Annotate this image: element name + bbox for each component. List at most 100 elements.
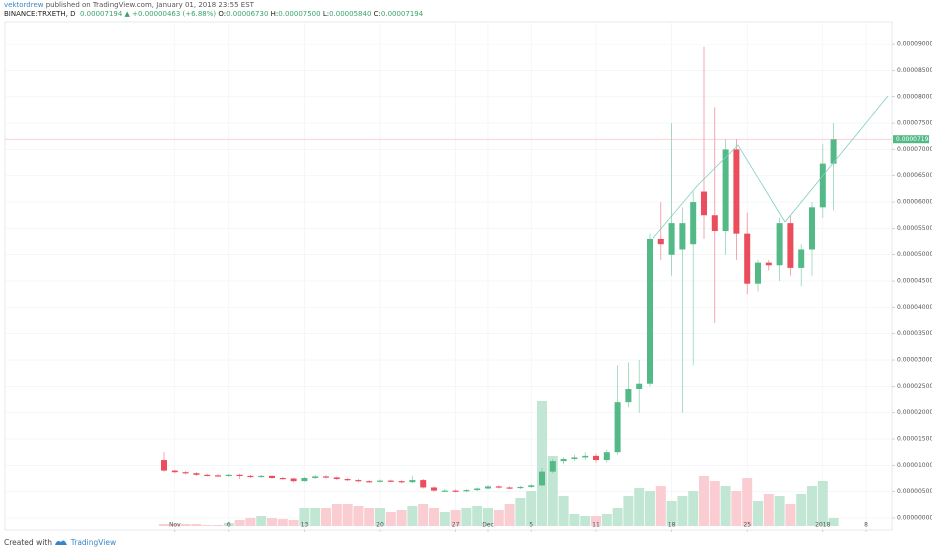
volume-bar <box>569 514 580 526</box>
y-tick-label: 0.00005500 <box>897 225 932 232</box>
volume-bar <box>547 456 558 526</box>
candle-body <box>657 238 664 245</box>
y-tick-label: 0.00003000 <box>897 357 932 364</box>
candle-body <box>711 215 718 232</box>
candle-body <box>830 139 837 164</box>
candle-body <box>279 477 286 480</box>
header: vektordrew published on TradingView.com,… <box>4 1 423 19</box>
symbol: BINANCE:TRXETH, D <box>4 10 76 18</box>
chart-frame <box>4 21 893 531</box>
candle-body <box>258 475 265 478</box>
candle-body <box>614 402 621 453</box>
axes: 0.00000000 0.00000500 0.00001000 0.00001500… <box>5 41 932 532</box>
y-tick-label: 0.00008000 <box>897 93 932 100</box>
volume-bar <box>763 494 774 526</box>
c-value: 0.00007194 <box>380 10 424 18</box>
candle-body <box>463 490 470 492</box>
candle-body <box>722 149 729 232</box>
candle-body <box>312 476 319 478</box>
volume-bar <box>601 514 612 526</box>
volume-bar <box>256 516 267 526</box>
volume-bar <box>364 508 375 526</box>
candle-body <box>582 455 589 458</box>
candle-body <box>571 457 578 460</box>
x-tick-label: 11 <box>592 522 600 529</box>
header-line-2: BINANCE:TRXETH, D 0.00007194 ▲ +0.000004… <box>4 10 423 19</box>
volume-bar <box>321 508 331 526</box>
volume-bar <box>299 508 310 526</box>
volume-bar <box>785 504 796 526</box>
volume-bar <box>483 508 493 526</box>
candle-body <box>701 191 707 216</box>
candle-body <box>323 476 329 478</box>
candle-body <box>215 475 221 477</box>
candle-body <box>539 471 545 486</box>
x-tick-label: Dec <box>482 522 494 529</box>
candle-body <box>204 474 211 477</box>
volume-bar <box>677 496 688 526</box>
x-tick-label: 20 <box>376 522 384 529</box>
volume-bar <box>688 491 699 526</box>
candle-body <box>333 477 340 480</box>
author[interactable]: vektordrew <box>4 1 44 9</box>
volume-bar <box>277 519 288 526</box>
volume-bar <box>655 486 666 526</box>
candle-body <box>387 480 394 482</box>
volume-bar <box>612 508 623 526</box>
x-tick-label: 13 <box>301 522 309 529</box>
x-tick-label: 18 <box>668 522 676 529</box>
volume-bar <box>450 510 461 526</box>
candle-body <box>560 459 567 462</box>
created-with: Created with <box>4 538 52 547</box>
volume-bar <box>331 504 342 526</box>
header-line-1: vektordrew published on TradingView.com,… <box>4 1 423 10</box>
volume-bar <box>580 516 591 526</box>
candle-body <box>171 470 178 473</box>
o-label: O: <box>218 10 227 18</box>
x-tick-label: 5 <box>529 522 533 529</box>
volume-bar <box>515 498 526 526</box>
x-tick-label: 8 <box>864 522 868 529</box>
volume-bar <box>742 478 753 526</box>
volume-bar <box>429 508 439 526</box>
x-tick-label: 2018 <box>815 522 830 529</box>
candle-body <box>225 474 232 477</box>
h-label: H: <box>270 10 279 18</box>
volume-bar <box>407 506 418 526</box>
x-tick-label: 25 <box>743 522 751 529</box>
volume-bar <box>709 481 720 526</box>
candle-body <box>787 223 794 268</box>
volume-bar <box>342 504 353 526</box>
volume-bar <box>375 508 385 526</box>
volume-bar <box>526 491 537 526</box>
volume-bar <box>504 504 515 526</box>
candle-body <box>290 478 297 482</box>
y-tick-label: 0.00007000 <box>897 146 932 153</box>
y-tick-label: 0.00007500 <box>897 120 932 127</box>
candle-body <box>819 163 826 208</box>
volume-bar <box>720 486 731 526</box>
candle-body <box>549 461 556 472</box>
candle-body <box>668 223 675 255</box>
volume-bar <box>591 516 601 526</box>
volume-bar <box>774 496 785 526</box>
candle-body <box>690 202 697 245</box>
candle-body <box>366 481 373 483</box>
grid <box>5 22 892 530</box>
candle-body <box>344 479 351 481</box>
brand[interactable]: TradingView <box>70 538 117 547</box>
candle-body <box>441 490 448 492</box>
candle-body <box>355 480 362 482</box>
volume-bar <box>234 520 245 526</box>
candle-body <box>161 460 167 471</box>
candle-body <box>269 475 275 478</box>
candle-body <box>679 223 686 250</box>
candle-body <box>744 233 751 284</box>
volume-bar <box>418 504 429 526</box>
y-tick-label: 0.00005000 <box>897 251 932 258</box>
volume-bar <box>202 525 213 526</box>
trend-line[interactable] <box>652 95 889 239</box>
candle-body <box>755 262 761 284</box>
volume-bar <box>353 506 364 526</box>
